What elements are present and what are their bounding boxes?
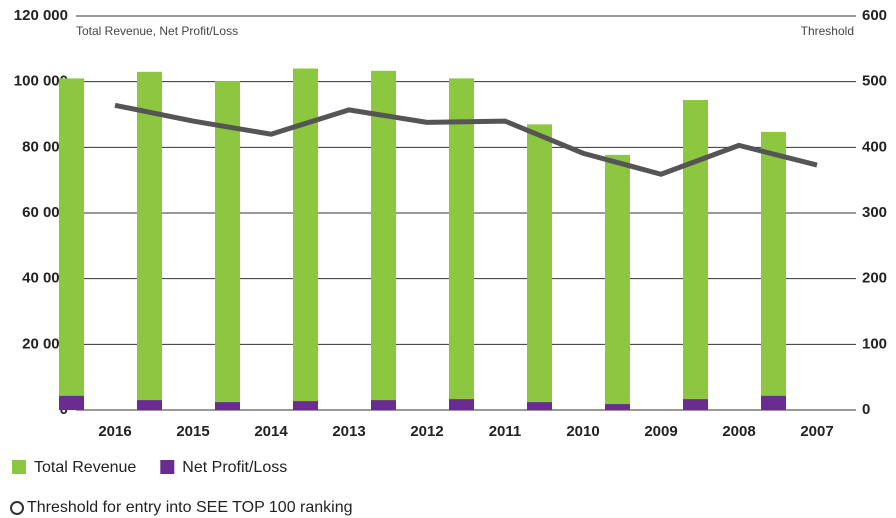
bar	[527, 402, 552, 410]
bar	[137, 400, 162, 410]
bar	[215, 402, 240, 410]
bar	[527, 124, 552, 410]
x-tick-label: 2010	[566, 423, 599, 440]
y-tick-label: 40 000	[22, 270, 68, 287]
y2-tick-label: 600	[862, 7, 887, 24]
x-tick-label: 2015	[176, 423, 209, 440]
y2-axis-label: Threshold	[801, 24, 854, 38]
y2-tick-label: 300	[862, 204, 887, 221]
bar	[59, 78, 84, 410]
x-tick-label: 2014	[254, 423, 288, 440]
bar	[683, 399, 708, 410]
x-tick-label: 2012	[410, 423, 443, 440]
bar	[215, 81, 240, 410]
bar	[605, 404, 630, 410]
bar	[449, 78, 474, 410]
bar	[137, 71, 162, 411]
bar	[683, 100, 708, 410]
y2-tick-label: 500	[862, 73, 887, 90]
legend-marker	[160, 460, 175, 474]
legend-marker	[12, 460, 26, 474]
x-tick-label: 2016	[98, 423, 131, 440]
bar	[605, 154, 630, 410]
legend-label: Total Revenue	[34, 459, 136, 476]
legend-label: Net Profit/Loss	[182, 459, 287, 476]
x-tick-label: 2009	[644, 423, 677, 440]
x-tick-label: 2007	[800, 423, 833, 440]
bar	[371, 400, 396, 410]
bar	[449, 399, 474, 410]
y-tick-label: 80 000	[22, 138, 68, 155]
y-tick-label: 120 000	[14, 7, 68, 24]
bar	[761, 395, 786, 410]
y-tick-label: 100 000	[14, 73, 68, 90]
bar	[293, 401, 318, 410]
y2-tick-label: 400	[862, 138, 887, 155]
bar	[59, 395, 84, 410]
y-tick-label: 60 000	[22, 204, 68, 221]
bar	[761, 131, 786, 410]
legend-label: Threshold for entry into SEE TOP 100 ran…	[27, 499, 353, 516]
x-tick-label: 2011	[489, 423, 522, 440]
y2-tick-label: 100	[862, 335, 887, 352]
y2-tick-label: 0	[862, 401, 870, 418]
x-tick-label: 2008	[722, 423, 755, 440]
legend-marker	[10, 501, 24, 515]
bar	[371, 70, 396, 410]
y-axis-label: Total Revenue, Net Profit/Loss	[76, 24, 238, 38]
y2-tick-label: 200	[862, 270, 887, 287]
x-tick-label: 2013	[332, 423, 365, 440]
line	[114, 102, 818, 177]
y-tick-label: 20 000	[22, 335, 68, 352]
